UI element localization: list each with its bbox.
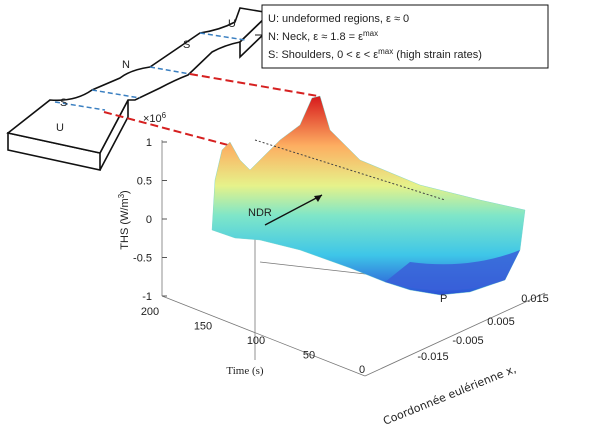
specimen-dividers (54, 32, 246, 111)
ndr-arrowhead (314, 195, 322, 202)
x-tick-label: 0.015 (521, 293, 549, 305)
surface (211, 95, 526, 296)
z-tick-label: -1 (142, 291, 152, 303)
specimen-label: S (60, 97, 67, 109)
time-axis-label: Time (s) (226, 365, 264, 377)
z-label-end: ) (119, 190, 131, 194)
z-label-exp: 3 (117, 193, 126, 198)
x-tick-label: -0.005 (452, 335, 483, 347)
specimen-label: S (183, 39, 190, 51)
time-tick-label: 100 (247, 335, 265, 347)
specimen-label: U (228, 18, 236, 30)
multiplier-exp: 6 (162, 111, 167, 120)
legend-segment: N: Neck, ε ≈ 1.8 = ε (268, 31, 363, 43)
legend-box (261, 4, 549, 69)
connectors (103, 73, 319, 146)
annotation-p: P (440, 293, 447, 305)
legend-line: U: undeformed regions, ε ≈ 0 (268, 13, 409, 25)
legend-segment: max (363, 29, 378, 38)
legend-segment: U: undeformed regions, ε ≈ 0 (268, 13, 409, 25)
z-tick-label: 0.5 (137, 176, 152, 188)
plane-top (254, 139, 446, 201)
legend-segment: (high strain rates) (393, 49, 482, 61)
x-axis-label: Coordonnée eulérienne x, (381, 362, 518, 427)
z-label-base: THS (W/m (119, 198, 131, 249)
specimen-label: U (56, 122, 64, 134)
z-axis-label: THS (W/m3) (117, 190, 132, 249)
legend-segment: S: Shoulders, 0 < ε < ε (268, 49, 378, 61)
specimen-label: N (122, 59, 130, 71)
multiplier-base: ×10 (143, 113, 162, 125)
time-tick-label: 50 (303, 350, 315, 362)
legend-line: S: Shoulders, 0 < ε < εmax (high strain … (268, 47, 482, 62)
time-tick-label: 0 (359, 364, 365, 376)
z-multiplier: ×106 (143, 111, 167, 126)
ndr-arrow (264, 194, 323, 226)
legend-line: N: Neck, ε ≈ 1.8 = εmax (268, 29, 378, 44)
z-tick-label: 1 (146, 137, 152, 149)
surface-trough (385, 250, 520, 291)
z-tick-label: 0 (146, 214, 152, 226)
z-tick-label: -0.5 (133, 253, 152, 265)
time-tick-label: 200 (141, 306, 159, 318)
x-tick-label: -0.015 (417, 351, 448, 363)
annotation-ndr: NDR (248, 207, 272, 219)
x-tick-label: 0.005 (487, 316, 515, 328)
legend-segment: max (378, 47, 393, 56)
time-tick-label: 150 (194, 321, 212, 333)
